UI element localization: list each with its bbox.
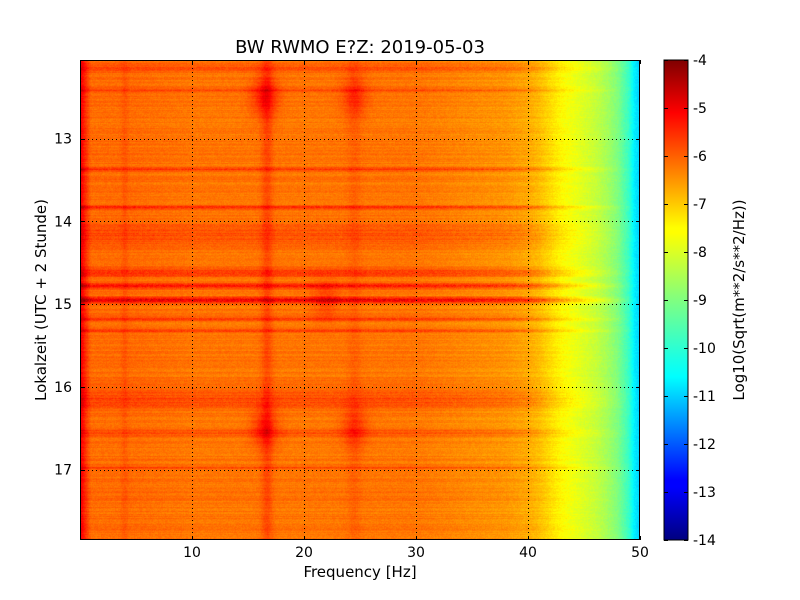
y-tick-label: 15 (54, 297, 72, 313)
colorbar-tick-label: -9 (693, 293, 707, 309)
colorbar-tick-label: -13 (693, 485, 716, 501)
y-tick-label: 16 (54, 380, 72, 396)
grid-lines (80, 60, 640, 540)
y-axis-label: Lokalzeit (UTC + 2 Stunde) (32, 199, 50, 401)
y-tick-label: 13 (54, 132, 72, 148)
y-tick-label: 14 (54, 214, 72, 230)
x-tick-label: 10 (183, 545, 201, 561)
y-axis: 13 14 15 16 17 (54, 132, 640, 479)
x-tick-label: 50 (631, 545, 649, 561)
x-axis-label: Frequency [Hz] (303, 563, 416, 581)
colorbar-tick-label: -14 (693, 533, 716, 549)
y-tick-label: 17 (54, 463, 72, 479)
plot-frame (80, 60, 640, 540)
x-axis: 10 20 30 40 50 (183, 60, 649, 561)
x-tick-label: 40 (519, 545, 537, 561)
colorbar-tick-label: -11 (693, 389, 716, 405)
colorbar-tick-label: -4 (693, 53, 707, 69)
colorbar-ticks: -4 -5 -6 -7 -8 -9 -10 -11 -12 -13 -14 (664, 53, 716, 549)
colorbar-tick-label: -12 (693, 437, 716, 453)
chart-title: BW RWMO E?Z: 2019-05-03 (235, 37, 485, 58)
colorbar-tick-label: -10 (693, 341, 716, 357)
x-tick-label: 30 (407, 545, 425, 561)
colorbar-tick-label: -7 (693, 197, 707, 213)
colorbar-label: Log10(Sqrt(m**2/s**2/Hz)) (730, 199, 748, 400)
colorbar-tick-label: -6 (693, 149, 707, 165)
colorbar-tick-label: -5 (693, 101, 707, 117)
x-tick-label: 20 (295, 545, 313, 561)
colorbar-tick-label: -8 (693, 245, 707, 261)
spectrogram-image (80, 60, 640, 540)
